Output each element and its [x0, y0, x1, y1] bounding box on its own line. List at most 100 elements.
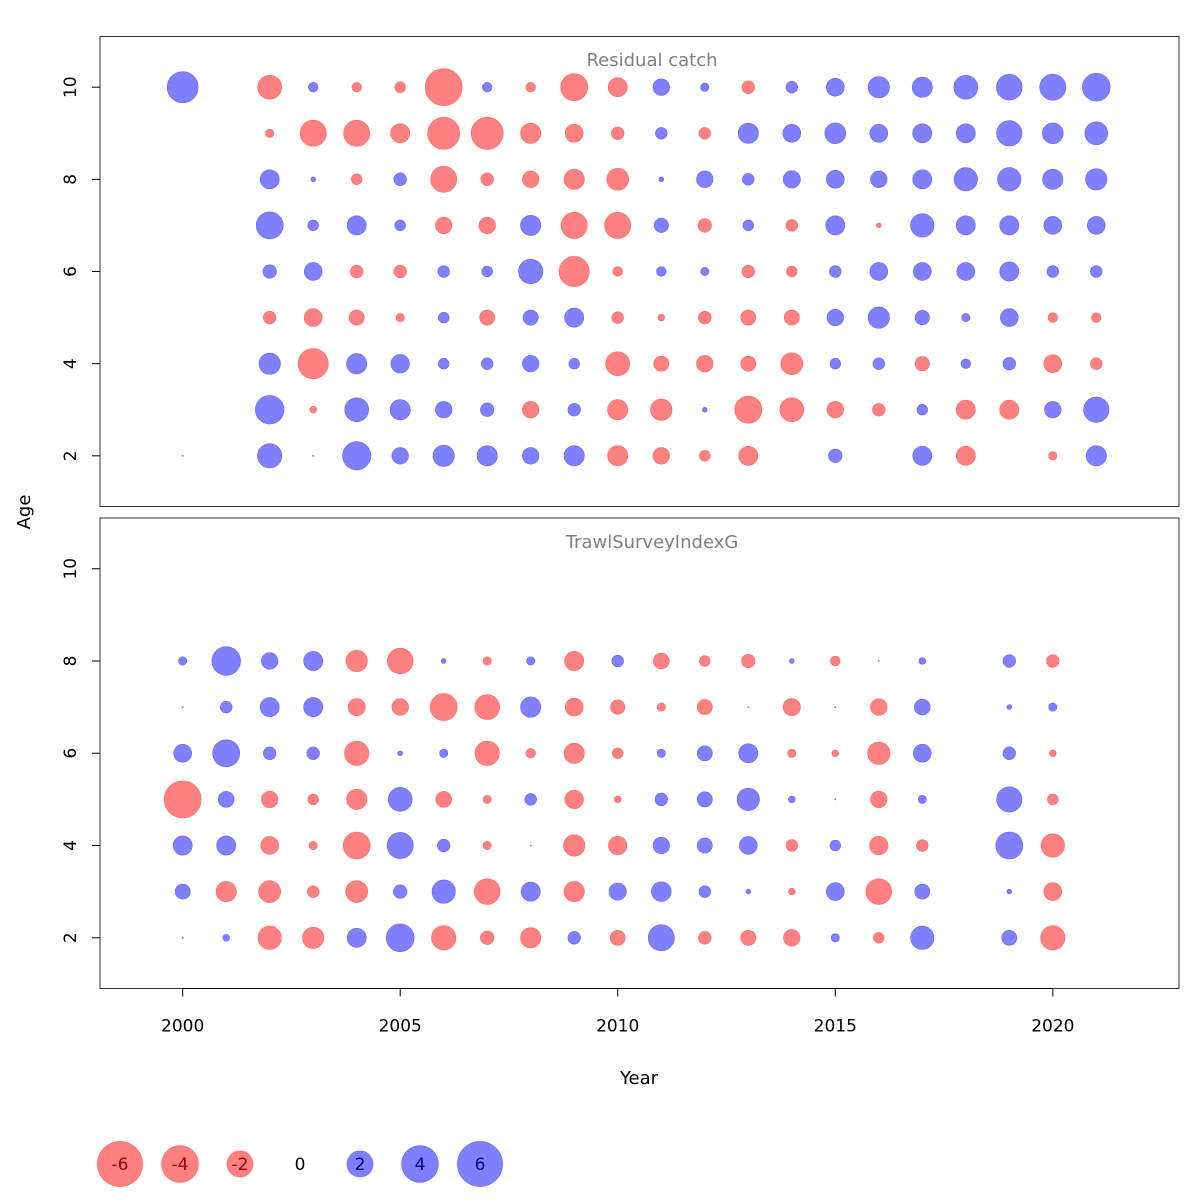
residual-bubble	[872, 403, 886, 417]
residual-bubble	[1046, 265, 1059, 278]
residual-bubble	[303, 697, 324, 717]
residual-bubble	[1042, 168, 1064, 190]
legend-label: 0	[295, 1155, 306, 1175]
residual-bubble	[480, 172, 494, 186]
residual-bubble	[482, 794, 492, 804]
residual-bubble	[782, 170, 801, 189]
residual-bubble	[734, 395, 763, 424]
residual-bubble	[702, 407, 708, 413]
residual-bubble	[914, 883, 931, 900]
residual-bubble	[608, 835, 628, 856]
residual-bubble	[303, 308, 323, 327]
residual-bubble	[785, 219, 798, 232]
residual-bubble	[604, 212, 632, 239]
residual-bubble	[479, 309, 496, 326]
residual-bubble	[997, 167, 1022, 192]
residual-bubble	[303, 651, 324, 671]
residual-bubble	[255, 211, 284, 240]
residual-bubble	[739, 836, 758, 855]
residual-bubble	[912, 169, 933, 190]
residual-bubble	[435, 216, 453, 234]
y-tick-label: 6	[61, 748, 81, 759]
residual-bubble	[996, 786, 1023, 813]
residual-bubble	[564, 307, 585, 328]
residual-bubble	[911, 76, 933, 98]
residual-bubble	[258, 352, 281, 375]
residual-bubble	[953, 167, 978, 192]
residual-bubble	[524, 793, 537, 806]
residual-bubble	[1049, 749, 1057, 757]
residual-bubble	[220, 700, 233, 714]
residual-bubble	[438, 311, 450, 324]
residual-bubble	[696, 170, 714, 188]
panel-residual-catch: Residual catch 2 4 6 8 10	[61, 36, 1180, 507]
residual-bubble	[522, 447, 540, 465]
residual-bubble	[700, 267, 710, 276]
legend-label: 6	[475, 1155, 486, 1175]
y-tick-label: 8	[61, 174, 81, 185]
residual-bubble	[567, 931, 581, 945]
residual-bubble	[1040, 925, 1066, 951]
residual-bubble	[786, 265, 798, 278]
residual-bubble	[306, 746, 320, 760]
residual-bubble	[655, 127, 668, 140]
residual-bubble	[476, 445, 498, 467]
residual-bubble	[431, 925, 457, 951]
x-axis-title: Year	[619, 1068, 659, 1089]
residual-bubble	[351, 82, 362, 93]
residual-bubble	[826, 882, 845, 901]
bubble-legend: -6 -4 -2 0 2 4 6	[97, 1141, 503, 1187]
residual-bubble	[520, 696, 542, 718]
residual-bubble	[1085, 168, 1108, 191]
residual-bubble	[172, 835, 193, 856]
residual-bubble	[435, 401, 453, 419]
residual-bubble	[216, 835, 237, 856]
x-tick-label: 2010	[596, 1017, 639, 1037]
residual-bubble	[877, 660, 880, 662]
y-tick-label: 6	[61, 266, 81, 277]
residual-bubble	[1047, 312, 1058, 323]
residual-bubble	[652, 836, 670, 855]
residual-bubble	[439, 748, 449, 758]
residual-bubble	[652, 447, 670, 465]
residual-bubble	[560, 73, 589, 102]
residual-bubble	[825, 215, 846, 236]
residual-bubble	[699, 655, 711, 667]
residual-bubble	[437, 838, 451, 853]
residual-bubble	[1083, 396, 1110, 423]
residual-bubble	[1002, 654, 1016, 668]
residual-bubble	[865, 878, 892, 905]
residual-bubble	[696, 355, 714, 373]
residual-bubble	[783, 929, 801, 947]
residual-bubble	[782, 124, 802, 143]
residual-bubble	[1043, 354, 1063, 373]
residual-bubble	[345, 880, 368, 903]
residual-bubble	[605, 351, 630, 376]
residual-bubble	[1048, 451, 1058, 461]
residual-bubble	[787, 748, 797, 758]
residual-bubble	[834, 706, 837, 709]
residual-bubble	[387, 787, 413, 812]
residual-bubble	[262, 264, 277, 279]
residual-bubble	[658, 176, 664, 182]
residual-bubble	[346, 927, 367, 948]
residual-bubble	[999, 261, 1020, 282]
residual-bubble	[525, 748, 536, 759]
residual-bubble	[346, 215, 367, 236]
residual-bubble	[385, 923, 415, 953]
residual-bubble	[526, 656, 536, 666]
legend-label: 2	[355, 1155, 366, 1175]
y-axis: 2 4 6 8 10	[61, 558, 100, 943]
residual-bubble	[560, 212, 588, 239]
residual-bubble	[310, 176, 316, 182]
residual-bubble	[482, 82, 493, 93]
residual-bubble	[258, 880, 281, 903]
legend-bubble	[226, 1150, 254, 1178]
residual-bubble	[260, 836, 279, 855]
residual-bubble	[696, 791, 713, 808]
residual-bubble	[830, 933, 840, 943]
residual-bubble	[873, 932, 885, 944]
residual-bubble	[1090, 265, 1103, 278]
residual-bubble	[563, 445, 585, 467]
